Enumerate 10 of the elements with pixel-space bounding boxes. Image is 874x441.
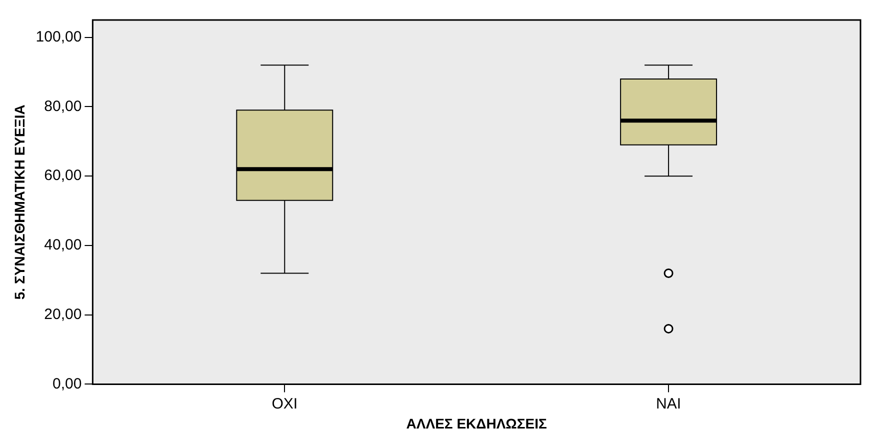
y-tick-label: 0,00 xyxy=(52,375,82,392)
x-axis-title: ΑΛΛΕΣ ΕΚΔΗΛΩΣΕΙΣ xyxy=(406,415,547,432)
x-tick-label: ΝΑΙ xyxy=(656,395,682,412)
y-tick-label: 80,00 xyxy=(44,98,82,115)
x-tick-label: ΟΧΙ xyxy=(272,395,298,412)
y-tick-label: 60,00 xyxy=(44,167,82,184)
y-axis-title: 5. ΣΥΝΑΙΣΘΗΜΑΤΙΚΗ ΕΥΕΞΙΑ xyxy=(11,104,28,300)
y-tick-label: 40,00 xyxy=(44,236,82,254)
y-tick-label: 20,00 xyxy=(44,306,82,323)
y-tick-label: 100,00 xyxy=(36,28,82,46)
